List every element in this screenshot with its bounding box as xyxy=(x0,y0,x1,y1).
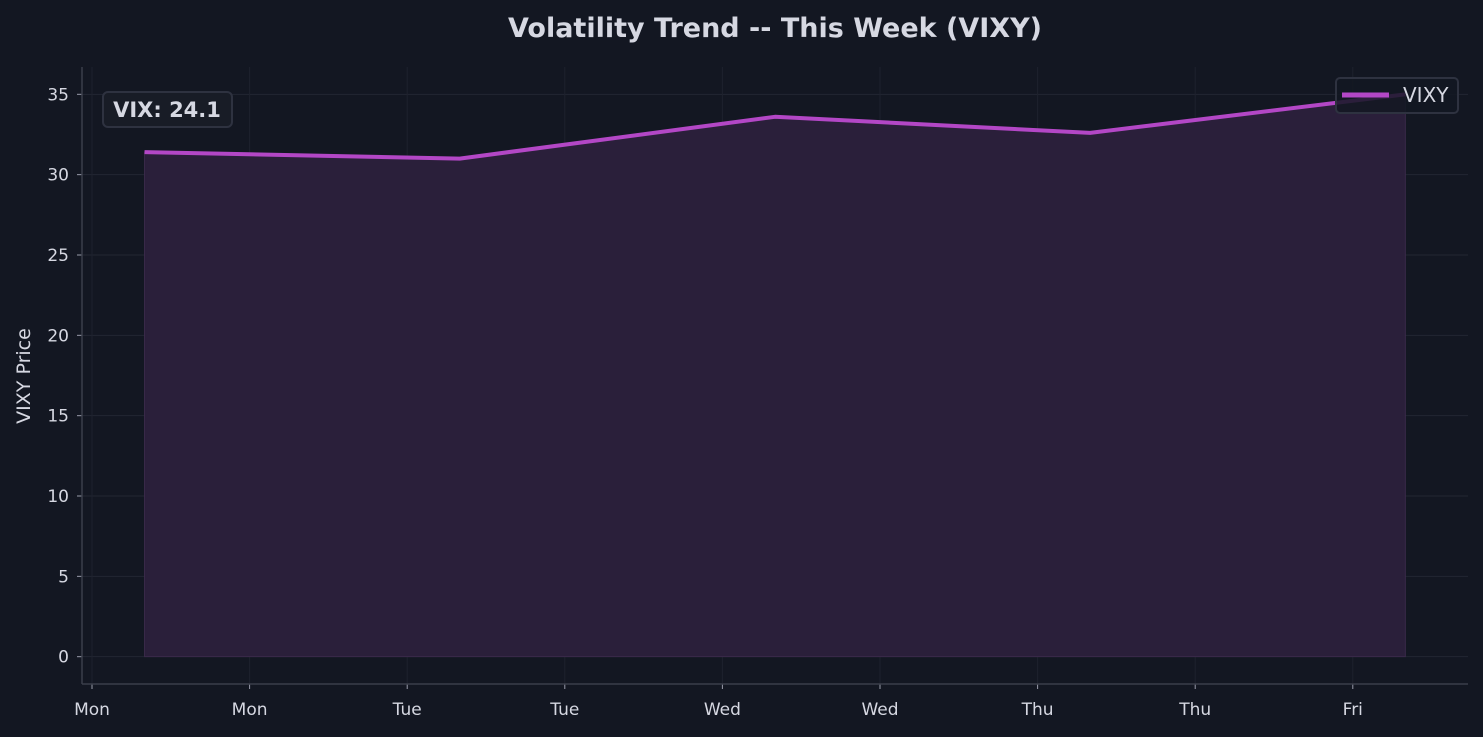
y-axis-label: VIXY Price xyxy=(13,328,35,424)
y-tick-label: 15 xyxy=(47,407,69,427)
annotation-box: VIX: 24.1 xyxy=(103,92,232,127)
vix-annotation: VIX: 24.1 xyxy=(113,98,221,122)
y-tick-label: 25 xyxy=(47,246,69,266)
y-tick-label: 10 xyxy=(47,487,69,507)
x-tick-label: Wed xyxy=(704,700,741,720)
chart-title: Volatility Trend -- This Week (VIXY) xyxy=(508,13,1042,44)
x-tick-label: Mon xyxy=(232,700,268,720)
x-tick-label: Mon xyxy=(74,700,110,720)
legend-label: VIXY xyxy=(1403,83,1449,107)
x-tick-label: Tue xyxy=(392,700,422,720)
x-tick-label: Fri xyxy=(1343,700,1363,720)
y-tick-label: 35 xyxy=(47,85,69,105)
y-tick-label: 30 xyxy=(47,166,69,186)
x-tick-label: Thu xyxy=(1021,700,1054,720)
y-tick-label: 5 xyxy=(58,567,69,587)
y-tick-label: 20 xyxy=(47,326,69,346)
series-area xyxy=(145,94,1406,656)
y-tick-label: 0 xyxy=(58,648,69,668)
x-tick-label: Wed xyxy=(861,700,898,720)
x-tick-label: Thu xyxy=(1178,700,1211,720)
legend: VIXY xyxy=(1336,78,1458,113)
x-tick-label: Tue xyxy=(549,700,579,720)
